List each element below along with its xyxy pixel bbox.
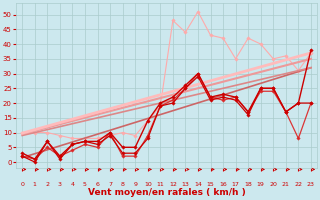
X-axis label: Vent moyen/en rafales ( km/h ): Vent moyen/en rafales ( km/h ): [88, 188, 245, 197]
